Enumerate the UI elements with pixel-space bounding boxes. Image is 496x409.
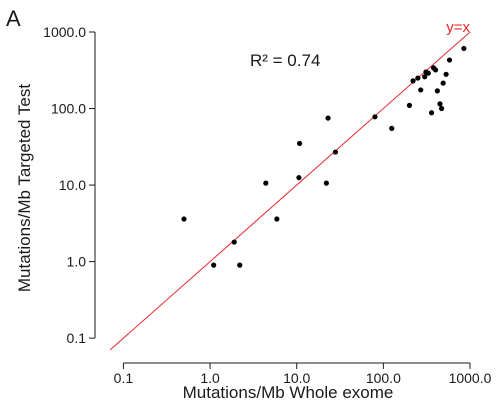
data-point xyxy=(406,102,413,108)
x-tick-label: 1.0 xyxy=(200,370,220,386)
data-point xyxy=(425,70,431,76)
x-tick-label: 100.0 xyxy=(366,370,401,386)
data-point xyxy=(410,78,416,84)
data-point xyxy=(422,74,428,80)
data-point xyxy=(263,180,269,186)
y-tick-label: 1000.0 xyxy=(43,24,86,40)
data-point xyxy=(181,216,187,222)
data-point xyxy=(415,75,421,81)
y-tick-label: 10.0 xyxy=(59,177,86,193)
data-point xyxy=(323,180,329,186)
data-point xyxy=(332,149,339,155)
x-axis-ticks: 0.1 1.0 10.0 100.0 1000.0 xyxy=(114,363,492,386)
y-tick-label: 0.1 xyxy=(67,330,87,346)
data-point xyxy=(443,71,449,77)
data-point xyxy=(372,114,378,120)
x-tick-label: 1000.0 xyxy=(449,370,492,386)
data-point xyxy=(446,57,453,63)
data-point xyxy=(297,140,303,147)
data-point xyxy=(389,125,395,132)
x-tick-label: 10.0 xyxy=(283,370,310,386)
data-point xyxy=(428,110,435,116)
y-tick-label: 100.0 xyxy=(51,101,86,117)
y-tick-label: 1.0 xyxy=(67,254,87,270)
data-point xyxy=(432,67,439,73)
data-point xyxy=(418,87,424,93)
identity-line-label: y=x xyxy=(446,19,470,36)
data-point xyxy=(274,216,280,222)
data-point xyxy=(438,105,445,112)
r-squared-annotation: R² = 0.74 xyxy=(250,51,320,70)
x-tick-label: 0.1 xyxy=(114,370,134,386)
identity-line xyxy=(109,31,471,351)
data-point xyxy=(237,262,243,268)
data-point xyxy=(231,239,237,245)
data-points xyxy=(181,45,467,268)
data-point xyxy=(211,262,217,268)
data-point xyxy=(437,101,443,107)
data-point xyxy=(461,45,467,52)
data-point xyxy=(440,80,446,86)
data-point xyxy=(434,88,440,94)
y-axis-title: Mutations/Mb Targeted Test xyxy=(15,84,34,292)
y-axis-ticks: 0.1 1.0 10.0 100.0 1000.0 xyxy=(43,24,95,346)
data-point xyxy=(325,115,331,121)
panel-label: A xyxy=(6,6,21,31)
data-point xyxy=(296,175,302,181)
x-axis-title: Mutations/Mb Whole exome xyxy=(183,383,394,402)
